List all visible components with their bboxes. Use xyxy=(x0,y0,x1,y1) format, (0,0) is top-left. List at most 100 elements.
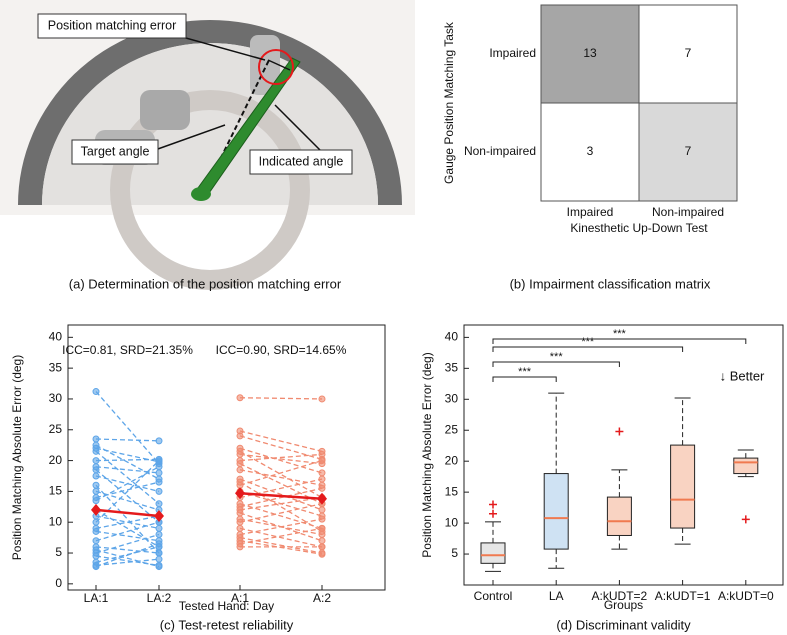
point xyxy=(156,464,162,470)
y-tick-label: 5 xyxy=(451,546,458,560)
pair-line xyxy=(96,531,159,540)
caption: (c) Test-retest reliability xyxy=(160,617,294,632)
pair-line xyxy=(96,392,159,464)
outlier xyxy=(615,427,623,435)
point xyxy=(93,564,99,570)
x-tick-label: A:kUDT=1 xyxy=(655,589,711,603)
point xyxy=(93,467,99,473)
label: Target angle xyxy=(81,144,150,158)
point xyxy=(156,488,162,494)
point xyxy=(237,519,243,525)
col-label: Impaired xyxy=(567,205,614,219)
significance-label: *** xyxy=(518,366,532,378)
plot-frame xyxy=(464,325,783,585)
annotation: ICC=0.90, SRD=14.65% xyxy=(216,343,347,357)
x-tick-label: LA:2 xyxy=(147,591,172,605)
caption: (a) Determination of the position matchi… xyxy=(69,276,342,291)
point xyxy=(156,564,162,570)
plot-frame xyxy=(68,325,385,590)
point xyxy=(156,501,162,507)
row-label: Impaired xyxy=(489,46,536,60)
point xyxy=(156,556,162,562)
caption: (b) Impairment classification matrix xyxy=(510,276,711,291)
point xyxy=(156,550,162,556)
cell-label: 7 xyxy=(685,144,692,158)
mean-marker xyxy=(317,493,327,505)
point xyxy=(93,488,99,494)
pair-line xyxy=(96,491,159,509)
box xyxy=(481,543,505,563)
outlier xyxy=(489,510,497,518)
point xyxy=(93,528,99,534)
y-tick-label: 35 xyxy=(49,360,63,374)
outlier xyxy=(742,515,750,523)
mean-marker xyxy=(235,487,245,499)
point xyxy=(93,547,99,553)
point xyxy=(319,476,325,482)
illustration: Position matching error Target angle Ind… xyxy=(0,0,415,291)
point xyxy=(319,544,325,550)
mean-marker xyxy=(154,510,164,522)
significance-label: *** xyxy=(613,328,627,340)
y-tick-label: 30 xyxy=(445,391,459,405)
label: Indicated angle xyxy=(259,154,344,168)
pair-line xyxy=(240,538,322,553)
point xyxy=(237,544,243,550)
point xyxy=(319,507,325,513)
point xyxy=(156,470,162,476)
pair-line xyxy=(240,528,322,546)
point xyxy=(237,504,243,510)
significance-label: *** xyxy=(581,336,595,348)
point xyxy=(319,538,325,544)
y-axis-label: Position Matching Absolute Error (deg) xyxy=(10,355,24,560)
y-tick-label: 20 xyxy=(49,453,63,467)
cell-label: 7 xyxy=(685,46,692,60)
hand-shape xyxy=(140,90,190,130)
x-axis-label: Groups xyxy=(604,598,643,612)
x-tick-label: LA xyxy=(549,589,564,603)
point xyxy=(156,532,162,538)
point xyxy=(156,479,162,485)
point xyxy=(93,389,99,395)
y-axis-label: Position Matching Absolute Error (deg) xyxy=(420,352,434,557)
label: Position matching error xyxy=(48,18,177,32)
x-tick-label: Control xyxy=(474,589,513,603)
point xyxy=(237,525,243,531)
x-tick-label: A:kUDT=0 xyxy=(718,589,774,603)
point xyxy=(93,458,99,464)
y-tick-label: 15 xyxy=(445,484,459,498)
box xyxy=(544,474,568,550)
y-tick-label: 40 xyxy=(49,329,63,343)
y-tick-label: 15 xyxy=(49,484,63,498)
y-tick-label: 40 xyxy=(445,330,459,344)
point xyxy=(93,495,99,501)
x-axis-label: Tested Hand: Day xyxy=(179,599,274,613)
cell-label: 13 xyxy=(583,46,597,60)
point xyxy=(237,395,243,401)
x-tick-label: LA:1 xyxy=(84,591,109,605)
point xyxy=(319,470,325,476)
pair-line xyxy=(240,398,322,399)
pair-line xyxy=(240,470,322,485)
point xyxy=(93,436,99,442)
point xyxy=(93,519,99,525)
pair-line xyxy=(240,448,322,473)
outlier xyxy=(489,501,497,509)
point xyxy=(319,396,325,402)
y-tick-label: 20 xyxy=(445,453,459,467)
x-axis-label: Kinesthetic Up-Down Test xyxy=(570,221,708,235)
point xyxy=(93,473,99,479)
y-tick-label: 10 xyxy=(445,515,459,529)
y-tick-label: 10 xyxy=(49,514,63,528)
pair-line xyxy=(96,522,159,540)
point xyxy=(237,510,243,516)
point xyxy=(93,482,99,488)
point xyxy=(237,433,243,439)
col-label: Non-impaired xyxy=(652,205,724,219)
point xyxy=(319,528,325,534)
y-axis-label: Gauge Position Matching Task xyxy=(442,21,456,184)
box xyxy=(734,458,758,473)
point xyxy=(237,467,243,473)
point xyxy=(319,451,325,457)
